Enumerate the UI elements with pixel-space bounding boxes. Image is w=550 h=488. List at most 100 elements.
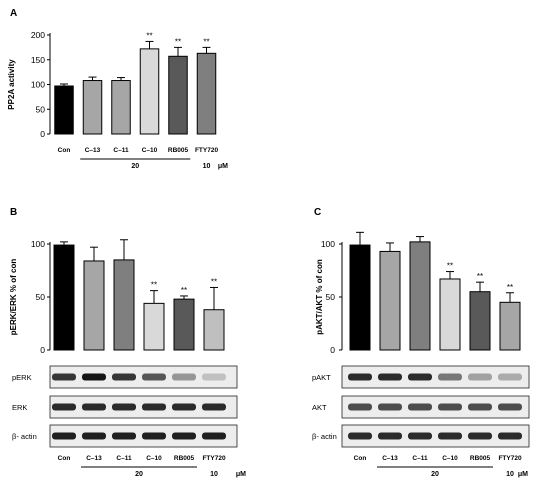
- dose-group-label: 10: [506, 471, 514, 478]
- blot-band: [408, 432, 432, 440]
- dose-unit: μM: [518, 471, 528, 478]
- blot-label: β- actin: [12, 432, 37, 441]
- panel-letter: A: [10, 8, 17, 19]
- blot-label: ERK: [12, 403, 27, 412]
- category-label: C–10: [442, 455, 458, 462]
- blot-band: [378, 373, 402, 381]
- bar-2: [83, 260, 105, 351]
- y-tick-label: 100: [321, 239, 335, 249]
- y-axis-label: PP2A activity: [7, 59, 16, 110]
- bar-1: [54, 85, 74, 135]
- blot-band: [498, 373, 522, 381]
- blot-frame: [341, 395, 530, 419]
- category-label: C–13: [382, 455, 398, 462]
- bar-2: [82, 80, 103, 135]
- panel-letter: B: [10, 207, 17, 218]
- blot-band: [82, 403, 106, 411]
- y-tick-label: 0: [330, 345, 335, 355]
- blot-band: [52, 373, 76, 381]
- dose-group-label: 20: [431, 471, 439, 478]
- blot-band: [202, 403, 226, 411]
- blot-band: [498, 432, 522, 440]
- bar-3: [409, 241, 431, 351]
- blot-label: AKT: [312, 403, 327, 412]
- category-label: RB005: [168, 147, 189, 154]
- significance-mark: **: [151, 281, 157, 290]
- blot-band: [82, 373, 106, 381]
- blot-frame: [341, 424, 530, 448]
- dose-unit: μM: [236, 471, 246, 478]
- y-tick-label: 50: [36, 292, 46, 302]
- dose-group-label: 20: [135, 471, 143, 478]
- significance-mark: **: [211, 277, 217, 286]
- blot-band: [112, 432, 136, 440]
- y-tick-label: 100: [31, 80, 45, 90]
- bar-4: [139, 48, 160, 135]
- bar-1: [349, 244, 371, 351]
- blot-label: β- actin: [312, 432, 337, 441]
- y-tick-label: 200: [31, 30, 45, 40]
- y-tick-label: 50: [36, 104, 46, 114]
- blot-band: [468, 432, 492, 440]
- blot-frame: [341, 365, 530, 389]
- bar-6: [203, 309, 225, 351]
- blot-band: [202, 373, 226, 381]
- blot-band: [52, 403, 76, 411]
- dose-unit: μM: [218, 163, 228, 170]
- y-tick-label: 150: [31, 55, 45, 65]
- bar-1: [53, 244, 75, 351]
- category-label: C–13: [86, 455, 102, 462]
- blot-band: [112, 403, 136, 411]
- category-label: RB005: [174, 455, 195, 462]
- bar-2: [379, 250, 401, 351]
- y-tick-label: 100: [31, 239, 45, 249]
- category-label: FTY720: [498, 455, 522, 462]
- category-label: C–10: [146, 455, 162, 462]
- blot-band: [82, 432, 106, 440]
- bar-4: [143, 302, 165, 351]
- category-label: C–11: [412, 455, 428, 462]
- panel-a: A PP2A activity 0 50 100 150 200 ** ** ** Con C–13 C…: [7, 8, 228, 170]
- significance-mark: **: [146, 31, 152, 40]
- blot-band: [378, 432, 402, 440]
- category-label: FTY720: [202, 455, 226, 462]
- bar-3: [113, 259, 135, 351]
- blot-band: [408, 403, 432, 411]
- category-label: Con: [58, 455, 71, 462]
- blot-band: [408, 373, 432, 381]
- blot-band: [202, 432, 226, 440]
- blot-band: [438, 403, 462, 411]
- significance-mark: **: [477, 272, 483, 281]
- bar-5: [469, 291, 491, 351]
- bar-6: [499, 301, 521, 351]
- bar-5: [173, 298, 195, 351]
- blot-band: [172, 373, 196, 381]
- category-label: Con: [58, 147, 71, 154]
- bar-6: [196, 52, 217, 135]
- dose-group-label: 10: [210, 471, 218, 478]
- y-tick-label: 0: [40, 129, 45, 139]
- blot-band: [172, 403, 196, 411]
- category-label: C–11: [116, 455, 132, 462]
- significance-mark: **: [175, 37, 181, 46]
- bar-4: [439, 278, 461, 351]
- y-tick-label: 50: [326, 292, 336, 302]
- bar-5: [168, 55, 188, 135]
- y-axis-label: pAKT/AKT % of con: [315, 259, 324, 335]
- category-label: C–11: [113, 147, 129, 154]
- blot-band: [142, 432, 166, 440]
- blot-band: [112, 373, 136, 381]
- significance-mark: **: [181, 286, 187, 295]
- blot-band: [172, 432, 196, 440]
- blot-band: [438, 432, 462, 440]
- blot-band: [468, 403, 492, 411]
- y-tick-label: 0: [40, 345, 45, 355]
- bar-3: [111, 80, 131, 135]
- category-label: C–10: [142, 147, 158, 154]
- significance-mark: **: [203, 37, 209, 46]
- blot-band: [52, 432, 76, 440]
- blot-label: pAKT: [312, 373, 331, 382]
